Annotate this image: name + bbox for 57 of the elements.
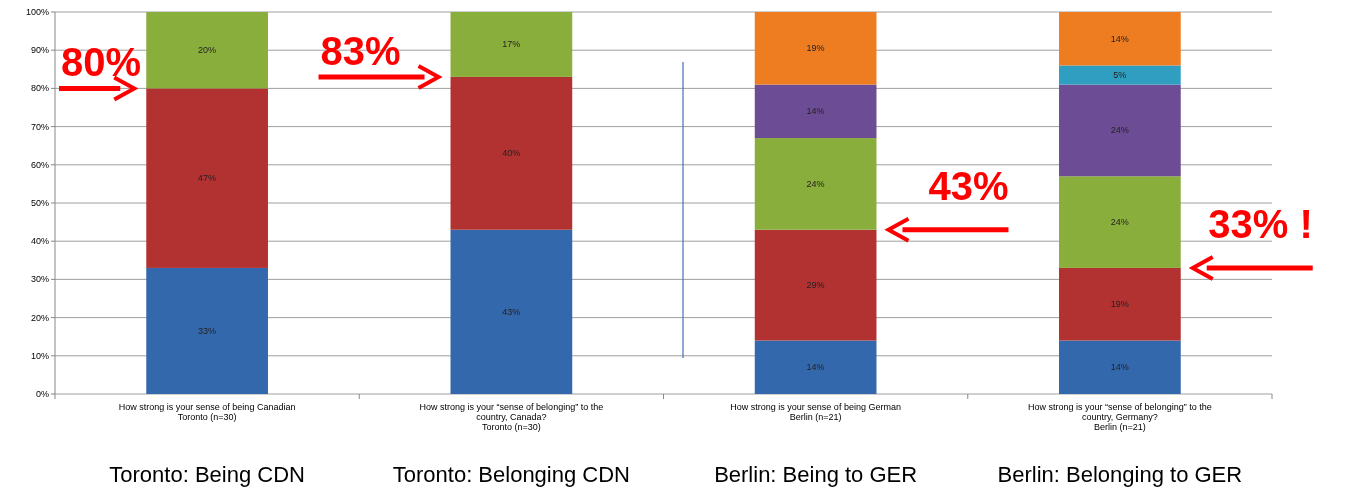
bar (146, 12, 268, 89)
bar (146, 88, 268, 268)
data-label: 20% (198, 45, 217, 56)
x-tick-label: How strong is your sense of being German Berlin (n=21) (730, 402, 901, 422)
bar (450, 229, 573, 394)
data-label: 40% (502, 148, 521, 159)
data-label: 14% (1110, 33, 1129, 44)
y-tick-label: 100% (25, 7, 49, 17)
data-label: 24% (1110, 217, 1129, 228)
data-label: 19% (806, 43, 825, 54)
data-label: 17% (502, 39, 521, 50)
y-tick-label: 70% (30, 121, 49, 132)
annotation: 83% (320, 28, 401, 73)
data-label: 33% (198, 325, 217, 336)
text: Berlin: Belonging to GER (997, 462, 1243, 487)
data-label: 29% (806, 280, 825, 291)
bar (1059, 12, 1181, 66)
bar (1059, 340, 1181, 394)
bar (1059, 84, 1181, 177)
data-label: 14% (1110, 362, 1129, 373)
data-label: 14% (806, 362, 825, 373)
x-tick-label: How strong is your sense of being Canadian Toronto (n=30) (118, 402, 296, 422)
annotation: 80% (61, 40, 142, 85)
bar (1059, 176, 1181, 268)
x-tick-label: How strong is your “sense of belonging” to the country, Germany? Berlin (n=21) (1028, 402, 1212, 432)
data-label: 5% (1113, 70, 1127, 81)
y-tick-label: 20% (30, 312, 49, 323)
bar (754, 340, 877, 394)
bar (754, 229, 877, 341)
bar (146, 267, 268, 394)
data-label: 43% (502, 306, 521, 317)
y-tick-label: 0% (35, 389, 49, 399)
bar (754, 12, 877, 85)
annotation: 43% (928, 163, 1009, 208)
text: Toronto: Belonging CDN (392, 462, 630, 487)
bar (450, 76, 573, 230)
y-tick-label: 30% (30, 274, 49, 285)
y-tick-label: 10% (30, 350, 49, 361)
data-label: 24% (1110, 125, 1129, 136)
y-tick-label: 90% (30, 45, 49, 56)
x-tick-label: How strong is your “sense of belonging” to the country, Canada? Toronto (n=30) (419, 402, 604, 432)
y-tick-label: 50% (30, 198, 49, 208)
bar (1059, 65, 1181, 85)
text: Berlin: Being to GER (714, 462, 918, 487)
bar (754, 84, 877, 139)
text: Toronto: Being CDN (109, 462, 305, 487)
data-label: 47% (198, 173, 217, 184)
data-label: 14% (806, 106, 825, 117)
data-label: 24% (806, 178, 825, 189)
y-tick-label: 60% (30, 159, 49, 170)
y-tick-label: 40% (30, 236, 49, 247)
bar (450, 12, 573, 77)
bar (754, 138, 877, 230)
bar (1059, 267, 1181, 341)
annotation: 33% ! (1208, 201, 1313, 246)
data-label: 19% (1110, 299, 1129, 310)
y-tick-label: 80% (30, 83, 49, 94)
